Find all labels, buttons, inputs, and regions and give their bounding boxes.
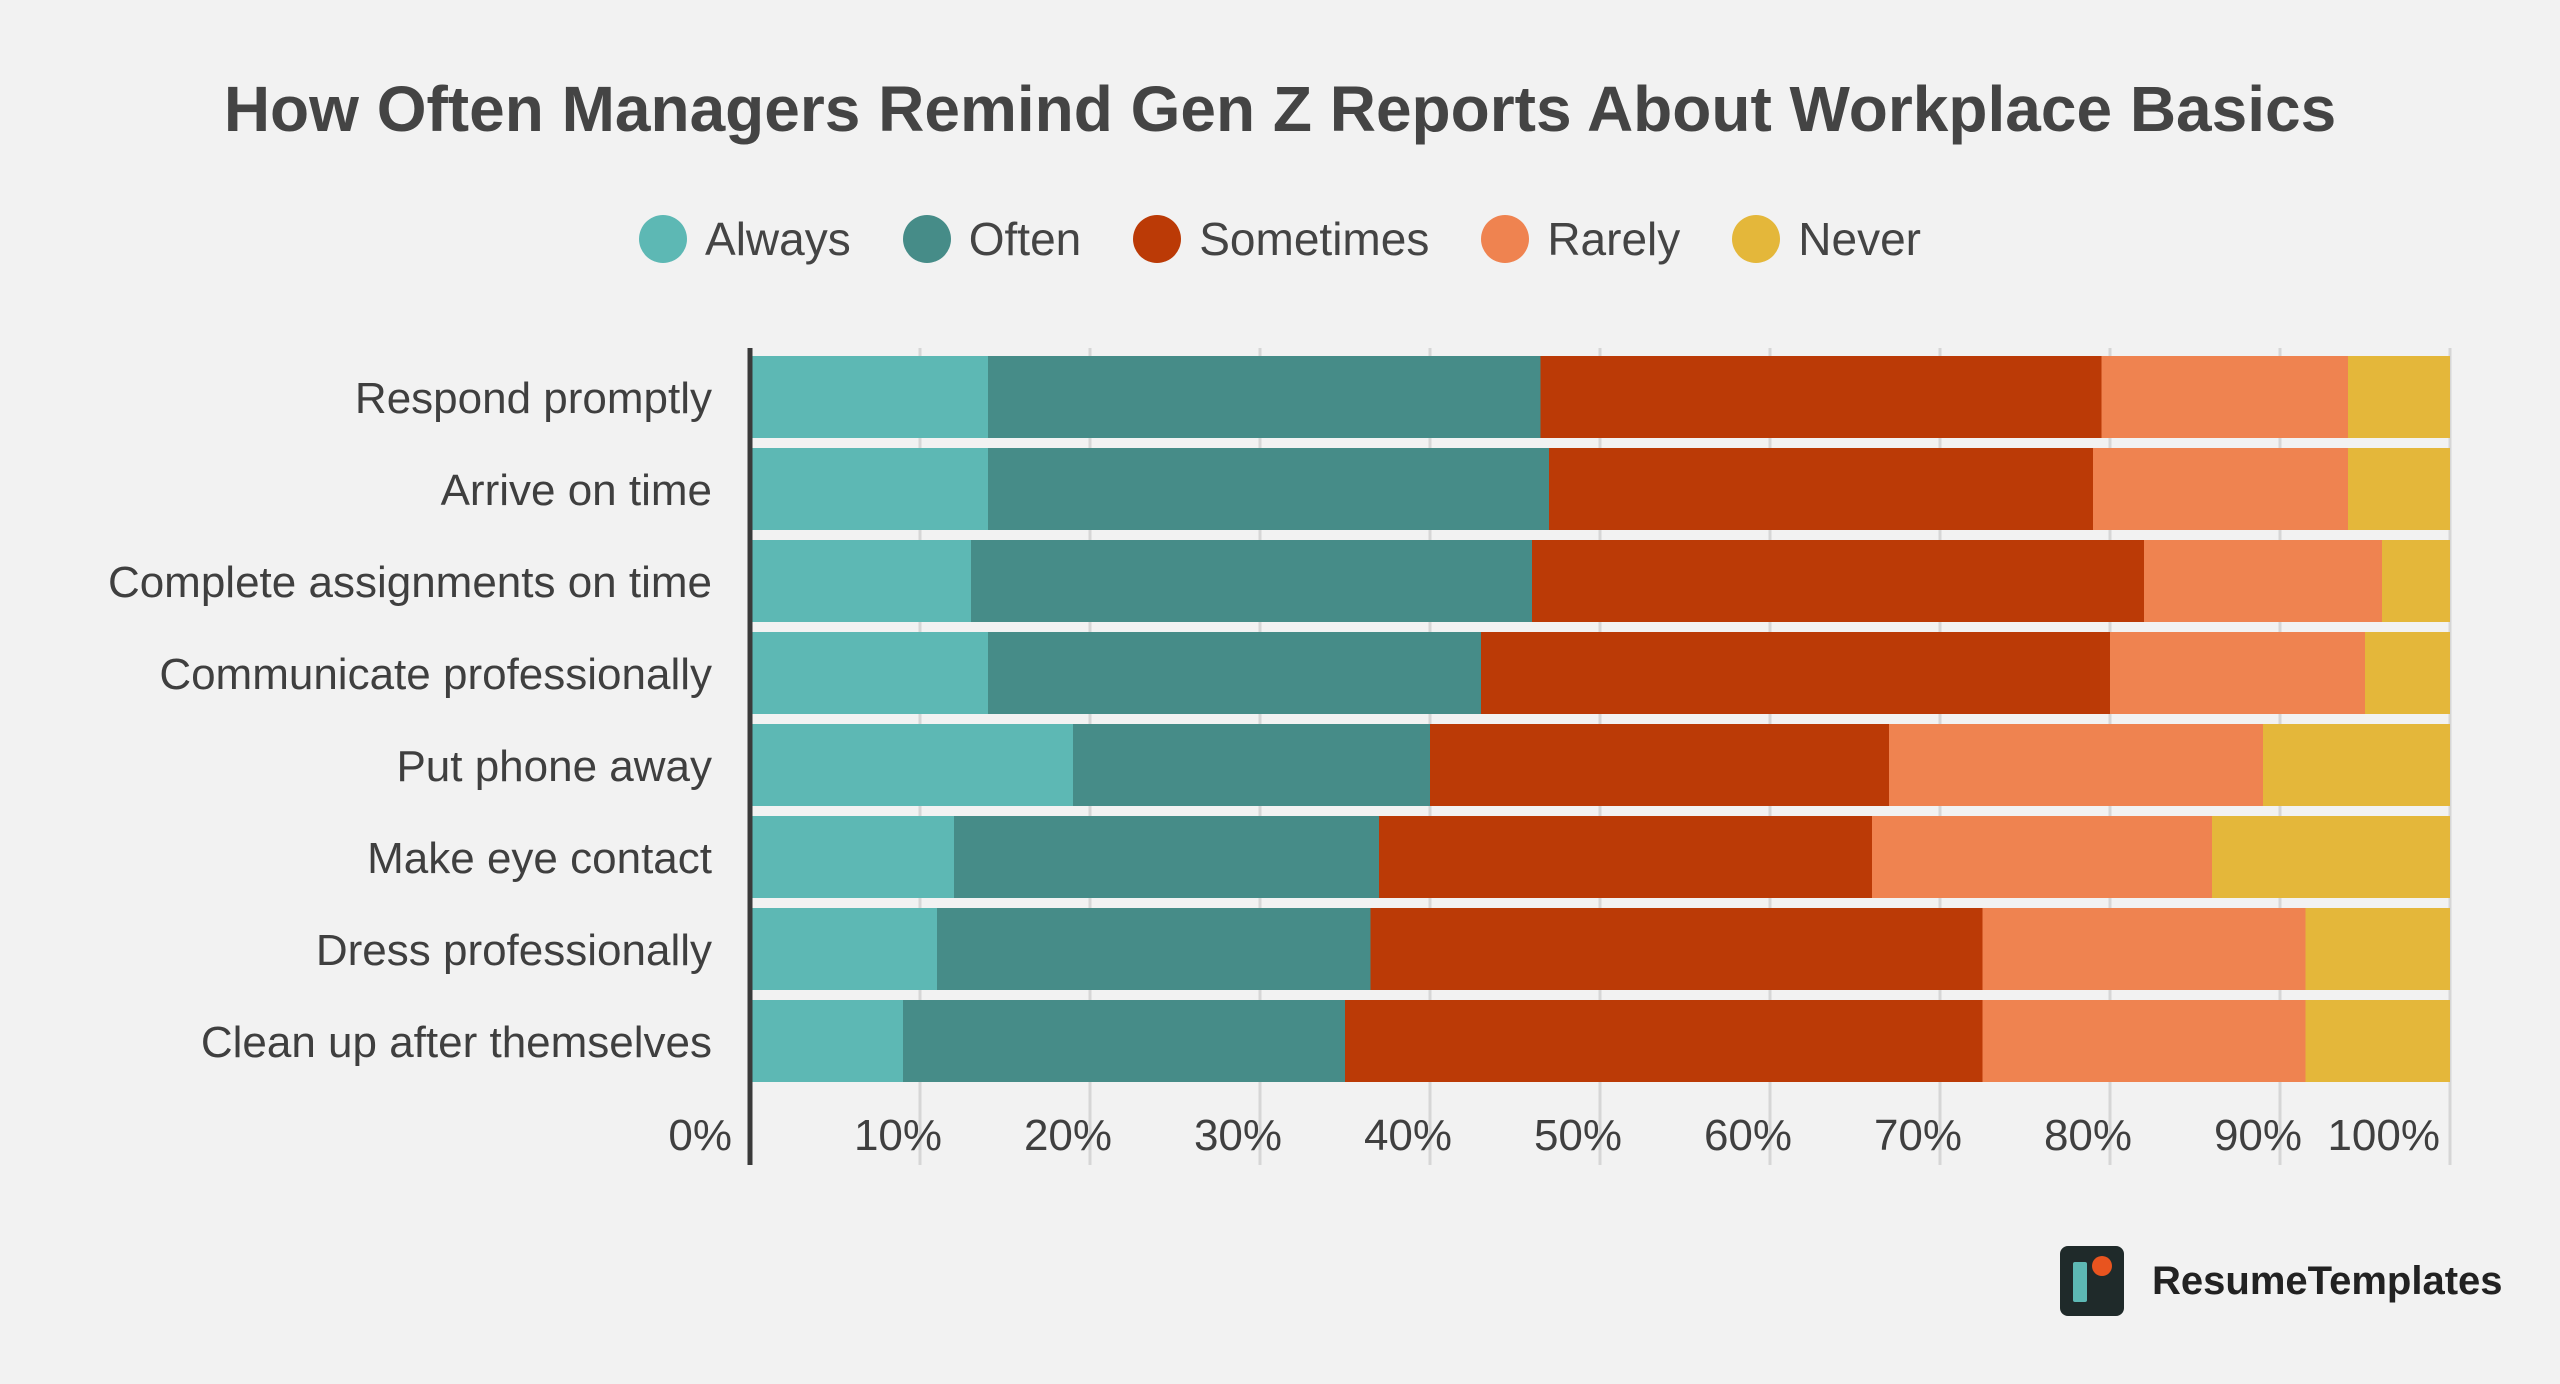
bar-segment-rarely (2093, 448, 2348, 530)
bar-segment-never (2305, 908, 2450, 990)
x-tick-label: 60% (1704, 1111, 1792, 1160)
legend-item-always: Always (639, 212, 851, 266)
category-label: Put phone away (396, 742, 712, 791)
bar-segment-never (2365, 632, 2450, 714)
bar-segment-rarely (1872, 816, 2212, 898)
bar-segment-always (750, 908, 937, 990)
bar-segment-rarely (1982, 908, 2306, 990)
bar-segment-never (2305, 1000, 2450, 1082)
bar-segment-always (750, 632, 988, 714)
bar-segment-often (903, 1000, 1345, 1082)
category-label: Complete assignments on time (108, 558, 712, 607)
category-label: Make eye contact (367, 834, 712, 883)
bar-segment-rarely (2101, 356, 2348, 438)
bar-segment-never (2382, 540, 2450, 622)
bar-segment-never (2348, 356, 2450, 438)
x-tick-label: 90% (2214, 1111, 2302, 1160)
bar-segment-rarely (2110, 632, 2365, 714)
bar-segment-never (2263, 724, 2450, 806)
legend-item-sometimes: Sometimes (1133, 212, 1429, 266)
bar-segment-never (2212, 816, 2450, 898)
category-label: Arrive on time (441, 466, 712, 515)
chart-title: How Often Managers Remind Gen Z Reports … (223, 73, 2337, 145)
bar-segment-often (988, 632, 1481, 714)
bar-segment-sometimes (1481, 632, 2110, 714)
x-tick-label: 70% (1874, 1111, 1962, 1160)
bar-segment-always (750, 448, 988, 530)
bar-segment-sometimes (1549, 448, 2093, 530)
bar-segment-rarely (1889, 724, 2263, 806)
bar-segment-never (2348, 448, 2450, 530)
legend-label: Often (968, 213, 1082, 265)
bar-segment-always (750, 1000, 903, 1082)
legend-label: Rarely (1547, 213, 1681, 265)
bar-segment-often (937, 908, 1371, 990)
legend-swatch (1481, 215, 1530, 263)
brand-name: ResumeTemplates (2152, 1258, 2503, 1303)
x-tick-label: 20% (1024, 1111, 1112, 1160)
x-tick-label: 50% (1534, 1111, 1622, 1160)
bar-segment-sometimes (1430, 724, 1889, 806)
bar-segment-sometimes (1532, 540, 2144, 622)
legend-swatch (902, 215, 951, 263)
legend-label: Never (1798, 213, 1921, 265)
bar-segment-often (1073, 724, 1430, 806)
bar-segment-rarely (1982, 1000, 2306, 1082)
bar-segment-always (750, 724, 1073, 806)
legend-swatch (1732, 215, 1781, 263)
bar-segment-sometimes (1370, 908, 1983, 990)
category-label: Clean up after themselves (201, 1018, 712, 1067)
bar-segment-often (954, 816, 1379, 898)
legend-label: Sometimes (1199, 213, 1430, 265)
resume-templates-logo-icon (2060, 1246, 2124, 1316)
bar-segment-always (750, 540, 971, 622)
bar-segment-sometimes (1379, 816, 1872, 898)
bar-segment-often (988, 356, 1541, 438)
x-tick-label: 100% (2327, 1111, 2440, 1160)
legend-item-rarely: Rarely (1481, 212, 1680, 266)
legend-swatch (1133, 215, 1182, 263)
bar-segment-sometimes (1540, 356, 2102, 438)
brand: ResumeTemplates (2060, 1246, 2503, 1316)
chart-legend: Always Often Sometimes Rarely Never (0, 212, 2560, 266)
legend-item-never: Never (1732, 212, 1921, 266)
category-label: Dress professionally (316, 926, 712, 975)
x-tick-label: 0% (668, 1111, 732, 1160)
legend-swatch (639, 215, 688, 263)
bar-segment-always (750, 356, 988, 438)
bar-segment-often (988, 448, 1549, 530)
x-tick-label: 10% (854, 1111, 942, 1160)
category-label: Respond promptly (355, 374, 712, 423)
bar-segment-always (750, 816, 954, 898)
x-tick-label: 30% (1194, 1111, 1282, 1160)
bar-segment-rarely (2144, 540, 2382, 622)
x-tick-label: 40% (1364, 1111, 1452, 1160)
bar-segment-often (971, 540, 1532, 622)
x-tick-label: 80% (2044, 1111, 2132, 1160)
legend-label: Always (705, 213, 851, 265)
bar-segment-sometimes (1345, 1000, 1983, 1082)
category-label: Communicate professionally (159, 650, 712, 699)
legend-item-often: Often (902, 212, 1082, 266)
